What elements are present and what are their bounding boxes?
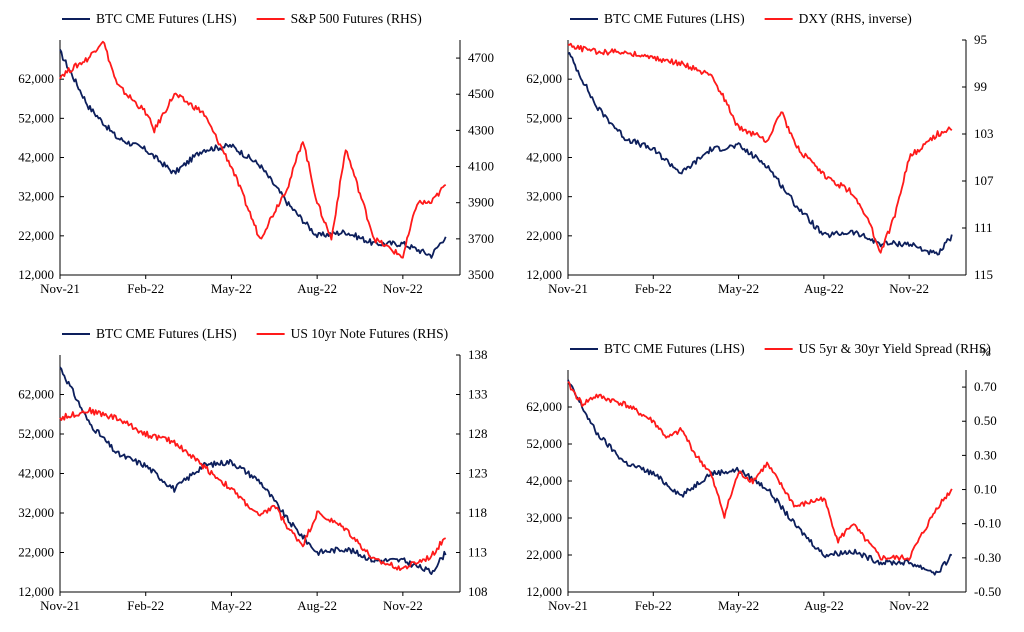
left-tick-label: 32,000 (18, 505, 54, 520)
left-tick-label: 52,000 (526, 110, 562, 125)
right-tick-label: 128 (468, 426, 488, 441)
comparison-series-line (567, 381, 953, 561)
right-tick-label: 138 (468, 347, 488, 362)
unit-label: % (980, 344, 991, 359)
left-tick-label: 22,000 (18, 545, 54, 560)
right-tick-label: 0.30 (974, 447, 997, 462)
x-tick-label: Nov-22 (889, 281, 929, 296)
btc-series-line (59, 366, 447, 575)
left-tick-label: 12,000 (526, 267, 562, 282)
right-tick-label: 99 (974, 79, 987, 94)
right-tick-label: 123 (468, 466, 488, 481)
chart-panel-2: 12,000 22,000 32,000 42,000 52,000 62,000 95 99… (526, 11, 994, 296)
legend-label: BTC CME Futures (LHS) (96, 326, 237, 341)
legend-label: US 5yr & 30yr Yield Spread (RHS) (799, 341, 991, 356)
right-tick-label: 4700 (468, 50, 494, 65)
right-tick-label: 4100 (468, 159, 494, 174)
x-tick-label: Feb-22 (635, 598, 672, 613)
left-tick-label: 42,000 (18, 466, 54, 481)
x-tick-label: Feb-22 (127, 281, 164, 296)
btc-series-line (59, 49, 447, 259)
x-tick-label: May-22 (718, 598, 759, 613)
legend-label: BTC CME Futures (LHS) (604, 341, 745, 356)
x-tick-label: May-22 (211, 598, 252, 613)
x-tick-label: Nov-22 (889, 598, 929, 613)
right-tick-label: 4300 (468, 122, 494, 137)
x-tick-label: Feb-22 (127, 598, 164, 613)
left-tick-label: 42,000 (526, 473, 562, 488)
x-tick-label: Nov-21 (40, 281, 80, 296)
left-tick-label: 62,000 (18, 387, 54, 402)
left-tick-label: 12,000 (18, 584, 54, 599)
left-tick-label: 22,000 (526, 228, 562, 243)
right-tick-label: 95 (974, 32, 987, 47)
right-tick-label: 3500 (468, 267, 494, 282)
left-tick-label: 42,000 (526, 150, 562, 165)
right-tick-label: -0.30 (974, 550, 1001, 565)
right-tick-label: 113 (468, 545, 487, 560)
left-tick-label: 52,000 (526, 436, 562, 451)
chart-panel-3: 12,000 22,000 32,000 42,000 52,000 62,000 108 1… (18, 326, 487, 613)
x-tick-label: Nov-21 (40, 598, 80, 613)
x-tick-label: Nov-21 (548, 281, 588, 296)
right-tick-label: 0.10 (974, 482, 997, 497)
right-tick-label: -0.50 (974, 584, 1001, 599)
right-tick-label: -0.10 (974, 516, 1001, 531)
left-tick-label: 32,000 (18, 189, 54, 204)
right-tick-label: 118 (468, 505, 487, 520)
x-tick-label: Nov-22 (383, 598, 423, 613)
right-tick-label: 0.50 (974, 413, 997, 428)
left-tick-label: 12,000 (526, 584, 562, 599)
x-tick-label: Aug-22 (804, 598, 844, 613)
left-tick-label: 32,000 (526, 189, 562, 204)
x-tick-label: Aug-22 (804, 281, 844, 296)
left-tick-label: 52,000 (18, 426, 54, 441)
left-tick-label: 22,000 (18, 228, 54, 243)
comparison-series-line (59, 40, 447, 259)
right-tick-label: 0.70 (974, 379, 997, 394)
legend-label: S&P 500 Futures (RHS) (291, 11, 422, 26)
left-tick-label: 62,000 (526, 71, 562, 86)
right-tick-label: 115 (974, 267, 993, 282)
left-tick-label: 12,000 (18, 267, 54, 282)
legend-label: BTC CME Futures (LHS) (604, 11, 745, 26)
btc-series-line (567, 52, 953, 256)
left-tick-label: 32,000 (526, 510, 562, 525)
x-tick-label: Feb-22 (635, 281, 672, 296)
left-tick-label: 62,000 (526, 399, 562, 414)
btc-series-line (567, 379, 953, 576)
left-tick-label: 22,000 (526, 547, 562, 562)
left-tick-label: 52,000 (18, 110, 54, 125)
x-tick-label: May-22 (718, 281, 759, 296)
x-tick-label: May-22 (211, 281, 252, 296)
right-tick-label: 4500 (468, 86, 494, 101)
x-tick-label: Nov-21 (548, 598, 588, 613)
legend-label: DXY (RHS, inverse) (799, 11, 912, 26)
comparison-series-line (59, 406, 447, 571)
chart-panel-4: 12,000 22,000 32,000 42,000 52,000 62,000 -0.5… (526, 341, 1001, 613)
legend-label: US 10yr Note Futures (RHS) (291, 326, 449, 341)
legend-label: BTC CME Futures (LHS) (96, 11, 237, 26)
chart-panel-1: 12,000 22,000 32,000 42,000 52,000 62,000 3500… (18, 11, 494, 296)
x-tick-label: Nov-22 (383, 281, 423, 296)
right-tick-label: 133 (468, 387, 488, 402)
right-tick-label: 103 (974, 126, 994, 141)
left-tick-label: 62,000 (18, 71, 54, 86)
right-tick-label: 3700 (468, 231, 494, 246)
x-tick-label: Aug-22 (297, 281, 337, 296)
left-tick-label: 42,000 (18, 150, 54, 165)
right-tick-label: 108 (468, 584, 488, 599)
comparison-series-line (567, 42, 953, 254)
right-tick-label: 3900 (468, 195, 494, 210)
right-tick-label: 111 (974, 220, 993, 235)
x-tick-label: Aug-22 (297, 598, 337, 613)
right-tick-label: 107 (974, 173, 994, 188)
